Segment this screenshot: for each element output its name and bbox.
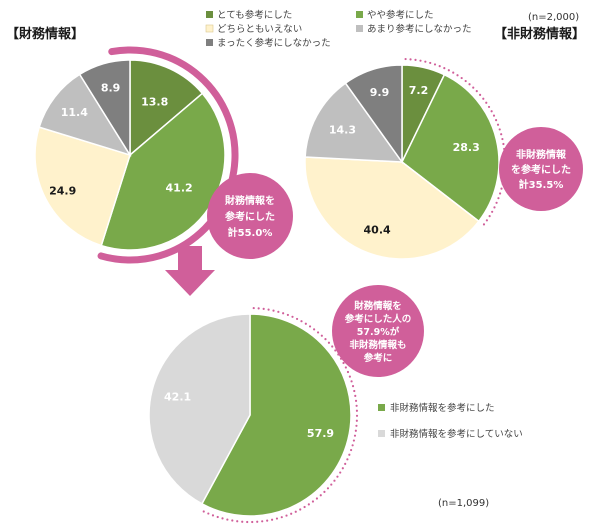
- slice-label: 40.4: [364, 223, 391, 236]
- n-label-bottom: (n=1,099): [438, 498, 489, 509]
- callout-line: 参考にした人の: [344, 313, 412, 325]
- pie-slice: [34, 126, 131, 247]
- pie-slice: [344, 64, 403, 165]
- chart-title-financial: 【財務情報】: [6, 26, 84, 42]
- callout-line: 非財務情報も: [349, 339, 406, 351]
- callout-line: 財務情報を: [353, 300, 402, 312]
- slice-label: 24.9: [49, 184, 76, 197]
- slice-label: 11.4: [61, 106, 88, 119]
- legend-swatch: [206, 11, 213, 18]
- callout-line: 計55.0%: [228, 226, 273, 239]
- callout-line: 57.9%が: [357, 326, 400, 338]
- legend-label: 非財務情報を参考にした: [390, 402, 495, 414]
- callout-line: 非財務情報: [516, 148, 567, 161]
- slice-label: 13.8: [141, 96, 168, 109]
- slice-label: 14.3: [329, 123, 356, 136]
- legend-label: どちらともいえない: [217, 24, 302, 35]
- callout-line: 計35.5%: [519, 178, 564, 191]
- pie-slice: [148, 313, 251, 505]
- down-arrow: [165, 246, 215, 296]
- callout-line: 参考にした: [225, 210, 275, 223]
- pie-slice: [401, 73, 500, 223]
- legend-swatch: [378, 404, 385, 411]
- dotted-arc-nonfinancial: [404, 57, 507, 227]
- legend-label: とても参考にした: [217, 9, 292, 21]
- legend-label: まったく参考にしなかった: [217, 37, 331, 49]
- callout-nonfinancial: [499, 127, 583, 211]
- legend-swatch: [205, 24, 214, 33]
- chart-title-nonfinancial: 【非財務情報】: [494, 26, 585, 42]
- pie-slice: [304, 82, 404, 163]
- slice-label: 42.1: [164, 391, 191, 404]
- callout-line: 財務情報を: [224, 194, 275, 207]
- slice-label: 8.9: [101, 81, 121, 94]
- slice-label: 7.2: [409, 84, 429, 97]
- callout-combined: [332, 285, 424, 377]
- pie-slice: [304, 156, 480, 260]
- legend-label: あまり参考にしなかった: [367, 23, 472, 35]
- slice-label: 41.2: [166, 182, 193, 195]
- pie-combined: 57.9 42.1: [148, 313, 352, 517]
- pie-slice: [38, 73, 132, 157]
- pie-financial: 13.8 41.2 24.9 11.4 8.9: [34, 59, 226, 251]
- legend-swatch: [206, 39, 213, 46]
- callout-line: を参考にした: [511, 163, 571, 176]
- pie-nonfinancial: 7.2 28.3 40.4 14.3 9.9: [304, 64, 500, 260]
- callouts: 財務情報を参考にした計55.0%非財務情報を参考にした計35.5%財務情報を参考…: [207, 127, 583, 377]
- callout-financial: [207, 173, 293, 259]
- pie-slice: [200, 313, 352, 517]
- highlight-arc: [97, 46, 239, 264]
- pie-slice: [78, 59, 131, 158]
- slice-label: 57.9: [307, 427, 334, 440]
- slice-label: 28.3: [453, 141, 480, 154]
- legend-swatch: [378, 430, 385, 437]
- n-label-top: (n=2,000): [528, 12, 579, 23]
- legend-label: やや参考にした: [367, 9, 434, 21]
- pie-slice: [129, 59, 204, 157]
- callout-line: 参考に: [363, 352, 393, 364]
- slice-label: 9.9: [370, 86, 390, 99]
- legend-swatch: [356, 25, 363, 32]
- legend-label: 非財務情報を参考にしていない: [390, 428, 523, 440]
- legend-swatch: [356, 11, 363, 18]
